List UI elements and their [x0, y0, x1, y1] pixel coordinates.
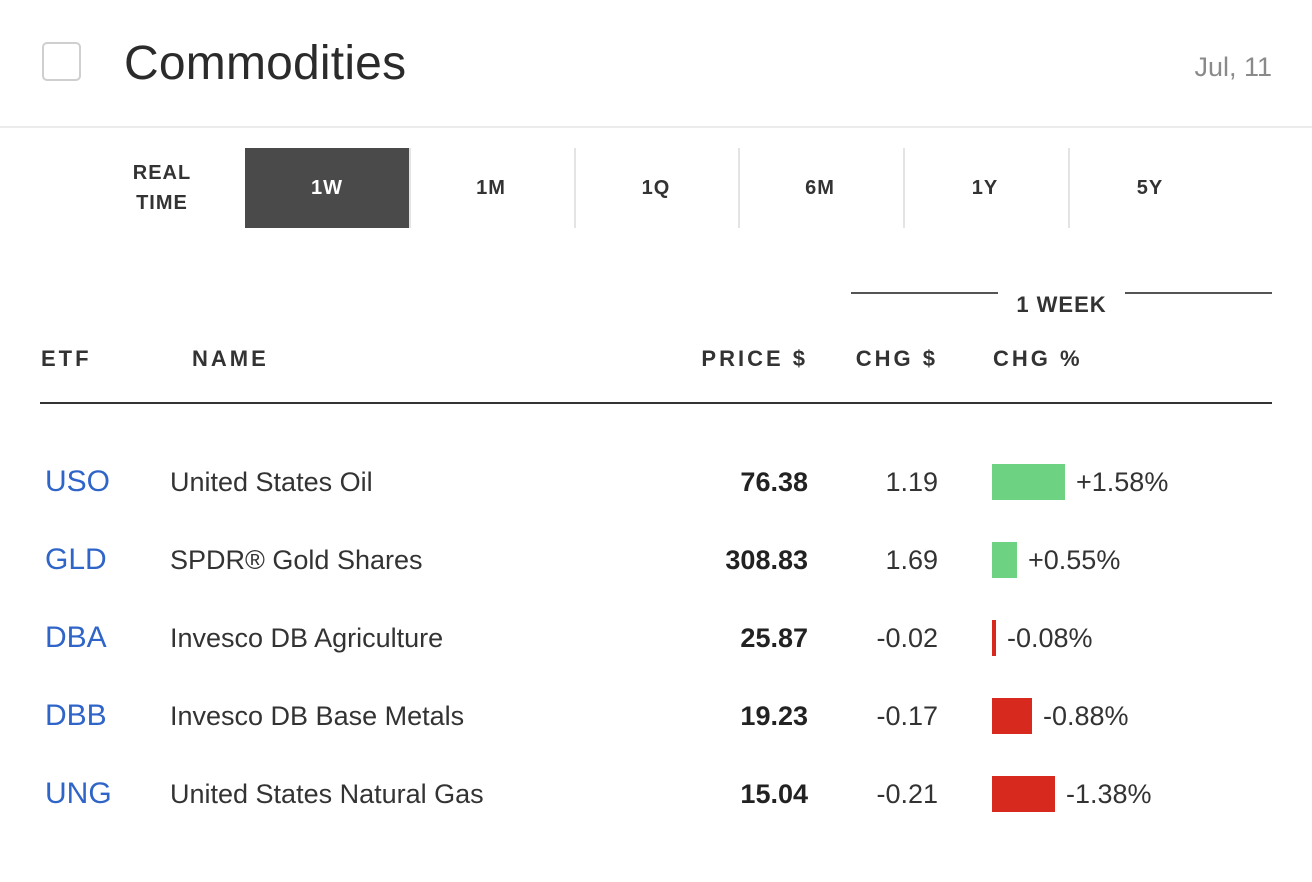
percent-change-bar [992, 620, 996, 656]
column-header-chg[interactable]: CHG $ [855, 346, 938, 371]
etf-name: United States Oil [170, 466, 373, 497]
percent-change-cell: -1.38% [992, 755, 1152, 833]
header-divider [40, 402, 1272, 404]
etf-symbol-link[interactable]: DBA [45, 621, 107, 654]
table-row[interactable]: GLD SPDR® Gold Shares 308.83 1.69 +0.55% [0, 521, 1312, 599]
percent-change-cell: +0.55% [992, 521, 1120, 599]
etf-symbol-link[interactable]: GLD [45, 543, 107, 576]
tab-5y[interactable]: 5Y [1068, 148, 1232, 228]
tab-1q[interactable]: 1Q [574, 148, 738, 228]
group-header-label: 1 WEEK [1016, 292, 1107, 317]
etf-change: -0.21 [876, 778, 938, 809]
etf-change: 1.69 [885, 544, 938, 575]
tab-1y[interactable]: 1Y [903, 148, 1067, 228]
etf-price: 15.04 [740, 778, 808, 809]
etf-price: 25.87 [740, 622, 808, 653]
etf-change: 1.19 [885, 466, 938, 497]
etf-symbol-link[interactable]: DBB [45, 699, 107, 732]
table-row[interactable]: USO United States Oil 76.38 1.19 +1.58% [0, 443, 1312, 521]
etf-symbol-link[interactable]: UNG [45, 777, 112, 810]
etf-symbol-link[interactable]: USO [45, 465, 111, 498]
header-bar: Commodities Jul, 11 [0, 0, 1312, 128]
percent-change-bar [992, 542, 1017, 578]
percent-change-label: -0.88% [1043, 700, 1129, 731]
etf-change: -0.17 [876, 700, 938, 731]
etf-price: 76.38 [740, 466, 808, 497]
percent-change-bar [992, 464, 1065, 500]
timeframe-tabs: REAL TIME 1W 1M 1Q 6M 1Y 5Y [80, 148, 1232, 228]
etf-price: 308.83 [725, 544, 808, 575]
etf-change: -0.02 [876, 622, 938, 653]
table-row[interactable]: DBA Invesco DB Agriculture 25.87 -0.02 -… [0, 599, 1312, 677]
select-checkbox[interactable] [42, 42, 81, 81]
table-row[interactable]: UNG United States Natural Gas 15.04 -0.2… [0, 755, 1312, 833]
percent-change-label: -1.38% [1066, 778, 1152, 809]
date-label: Jul, 11 [1194, 52, 1272, 82]
page-title: Commodities [124, 37, 407, 90]
percent-change-cell: +1.58% [992, 443, 1168, 521]
percent-change-cell: -0.08% [992, 599, 1093, 677]
group-rule-right [1125, 292, 1272, 294]
column-header-etf[interactable]: ETF [41, 346, 92, 371]
one-week-group-header: 1 WEEK [851, 290, 1272, 320]
percent-change-label: +1.58% [1076, 466, 1169, 497]
percent-change-label: +0.55% [1028, 544, 1121, 575]
percent-change-bar [992, 776, 1055, 812]
tab-1m[interactable]: 1M [409, 148, 573, 228]
etf-name: Invesco DB Agriculture [170, 622, 444, 653]
percent-change-label: -0.08% [1007, 622, 1093, 653]
table-row[interactable]: DBB Invesco DB Base Metals 19.23 -0.17 -… [0, 677, 1312, 755]
tab-real-time[interactable]: REAL TIME [132, 162, 192, 214]
etf-price: 19.23 [740, 700, 808, 731]
etf-name: Invesco DB Base Metals [170, 700, 465, 731]
column-header-pct[interactable]: CHG % [993, 346, 1083, 371]
percent-change-cell: -0.88% [992, 677, 1129, 755]
tab-1w[interactable]: 1W [245, 148, 409, 228]
group-rule-left [851, 292, 998, 294]
etf-name: SPDR® Gold Shares [170, 544, 423, 575]
percent-change-bar [992, 698, 1032, 734]
column-header-name[interactable]: NAME [192, 346, 269, 371]
column-header-price[interactable]: PRICE $ [701, 346, 808, 371]
etf-name: United States Natural Gas [170, 778, 484, 809]
tab-6m[interactable]: 6M [738, 148, 902, 228]
